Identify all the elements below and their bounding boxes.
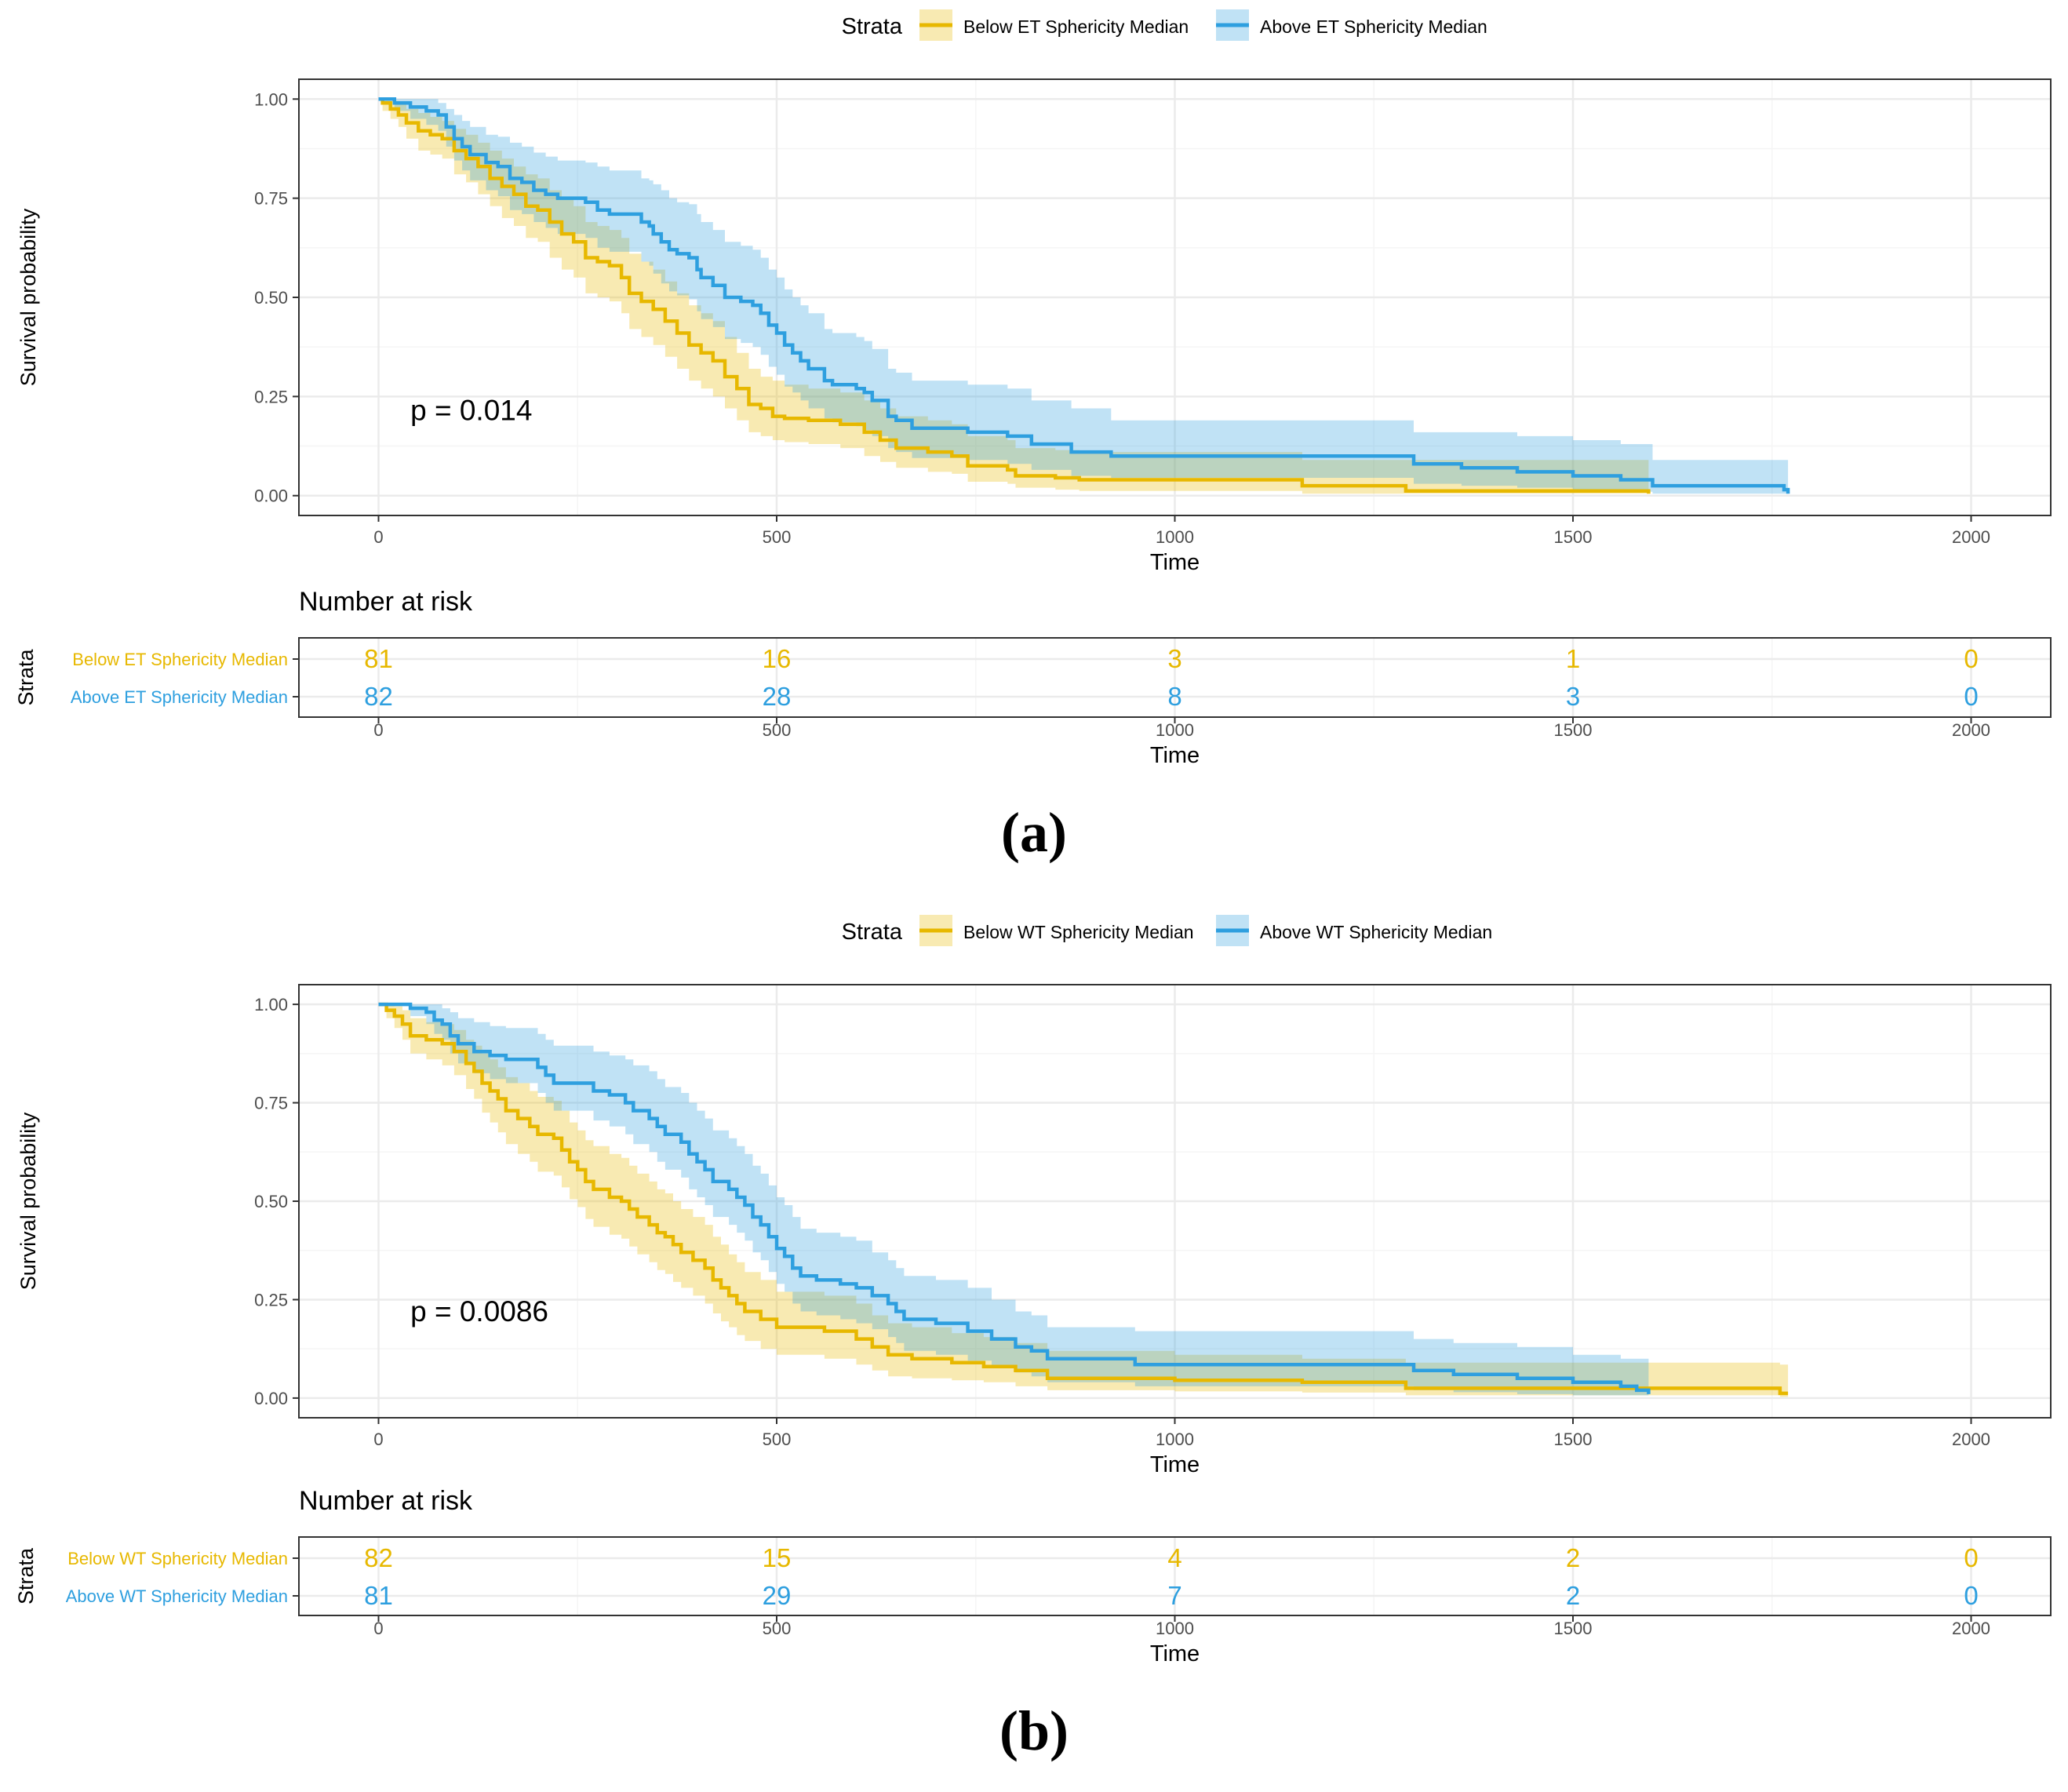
risk-count: 81 [364, 1581, 393, 1610]
panel-label: (b) [999, 1699, 1069, 1762]
risk-x-tick-label: 1500 [1554, 720, 1593, 740]
risk-count: 8 [1167, 682, 1181, 711]
risk-x-tick-label: 500 [763, 720, 792, 740]
ci-ribbon-above [378, 99, 1789, 495]
x-tick-label: 1500 [1554, 1430, 1593, 1449]
risk-count: 0 [1964, 1543, 1978, 1572]
risk-x-tick-label: 0 [373, 720, 383, 740]
panel-a: Strata Below ET Sphericity Median Above ET… [14, 9, 2052, 864]
risk-x-tick-label: 500 [763, 1619, 792, 1638]
y-tick-label: 0.50 [254, 288, 288, 308]
survival-curve-above [378, 1002, 1651, 1394]
x-tick-label: 1000 [1156, 527, 1194, 547]
risk-y-axis-title: Strata [14, 1547, 38, 1604]
survival-curve-below [378, 97, 1651, 494]
risk-count: 0 [1964, 1581, 1978, 1610]
risk-x-tick-label: 2000 [1952, 720, 1990, 740]
y-tick-label: 1.00 [254, 89, 288, 109]
legend-title: Strata [842, 14, 903, 39]
plot-area: p = 0.014 0.00 0.25 0.50 0.75 1.00 0 500 1000 150… [16, 78, 2052, 575]
risk-row-label: Below ET Sphericity Median [72, 650, 288, 669]
risk-count: 82 [364, 1543, 393, 1572]
survival-curve-below [378, 1002, 1789, 1396]
x-tick-label: 2000 [1952, 527, 1990, 547]
plot-area: p = 0.0086 0.00 0.25 0.50 0.75 1.00 0 500 1000 15… [16, 984, 2052, 1477]
risk-table: Number at risk Below WT Sphericity Median… [14, 1486, 2052, 1666]
x-tick-label: 2000 [1952, 1430, 1990, 1449]
risk-count: 3 [1167, 644, 1181, 673]
risk-table-title: Number at risk [299, 1486, 473, 1516]
x-tick-label: 1500 [1554, 527, 1593, 547]
y-tick-label: 0.25 [254, 387, 288, 406]
y-tick-label: 0.75 [254, 1094, 288, 1113]
panel-label: (a) [1001, 801, 1067, 864]
risk-count: 28 [763, 682, 792, 711]
risk-count: 2 [1566, 1543, 1580, 1572]
legend: Strata Below ET Sphericity Median Above ET… [842, 9, 1487, 41]
risk-count: 2 [1566, 1581, 1580, 1610]
x-tick-label: 1000 [1156, 1430, 1194, 1449]
risk-count: 16 [763, 644, 792, 673]
y-axis-title: Survival probability [16, 208, 40, 386]
x-tick-label: 500 [763, 527, 792, 547]
legend-label: Above ET Sphericity Median [1260, 16, 1487, 37]
x-axis-title: Time [1150, 550, 1200, 575]
y-tick-label: 0.00 [254, 486, 288, 506]
risk-x-tick-label: 1000 [1156, 1619, 1194, 1638]
legend-label: Below WT Sphericity Median [963, 922, 1194, 942]
legend-label: Above WT Sphericity Median [1260, 922, 1492, 942]
risk-row-label: Above ET Sphericity Median [71, 687, 288, 707]
risk-count: 15 [763, 1543, 792, 1572]
y-tick-label: 0.00 [254, 1389, 288, 1408]
risk-count: 29 [763, 1581, 792, 1610]
panel-b: Strata Below WT Sphericity Median Above WT… [14, 915, 2052, 1762]
ci-ribbon-below [378, 99, 1649, 495]
risk-count: 7 [1167, 1581, 1181, 1610]
risk-count: 4 [1167, 1543, 1181, 1572]
risk-row-label: Below WT Sphericity Median [67, 1549, 288, 1568]
legend-label: Below ET Sphericity Median [963, 16, 1189, 37]
x-tick-label: 0 [373, 1430, 383, 1449]
risk-count: 0 [1964, 644, 1978, 673]
risk-x-axis-title: Time [1150, 1641, 1200, 1666]
risk-x-tick-label: 2000 [1952, 1619, 1990, 1638]
risk-table-title: Number at risk [299, 587, 473, 617]
p-value: p = 0.014 [410, 395, 532, 427]
y-tick-label: 1.00 [254, 995, 288, 1014]
legend-title: Strata [842, 920, 903, 945]
ci-ribbon-above [378, 1004, 1649, 1397]
y-axis-title: Survival probability [16, 1112, 40, 1290]
risk-x-tick-label: 1000 [1156, 720, 1194, 740]
risk-y-axis-title: Strata [14, 649, 38, 706]
risk-x-tick-label: 1500 [1554, 1619, 1593, 1638]
y-tick-label: 0.50 [254, 1192, 288, 1211]
risk-row-label: Above WT Sphericity Median [66, 1586, 288, 1606]
risk-x-tick-label: 0 [373, 1619, 383, 1638]
y-tick-label: 0.25 [254, 1290, 288, 1309]
risk-count: 3 [1566, 682, 1580, 711]
risk-count: 82 [364, 682, 393, 711]
risk-count: 0 [1964, 682, 1978, 711]
risk-x-axis-title: Time [1150, 743, 1200, 768]
survival-curve-above [378, 97, 1790, 494]
y-tick-label: 0.75 [254, 189, 288, 209]
p-value: p = 0.0086 [410, 1295, 548, 1328]
x-axis-title: Time [1150, 1452, 1200, 1477]
x-tick-label: 500 [763, 1430, 792, 1449]
x-tick-label: 0 [373, 527, 383, 547]
risk-count: 81 [364, 644, 393, 673]
legend: Strata Below WT Sphericity Median Above WT… [842, 915, 1492, 946]
risk-count: 1 [1566, 644, 1580, 673]
risk-table: Number at risk Below ET Sphericity Median… [14, 587, 2052, 768]
ci-ribbon-below [378, 1004, 1789, 1397]
